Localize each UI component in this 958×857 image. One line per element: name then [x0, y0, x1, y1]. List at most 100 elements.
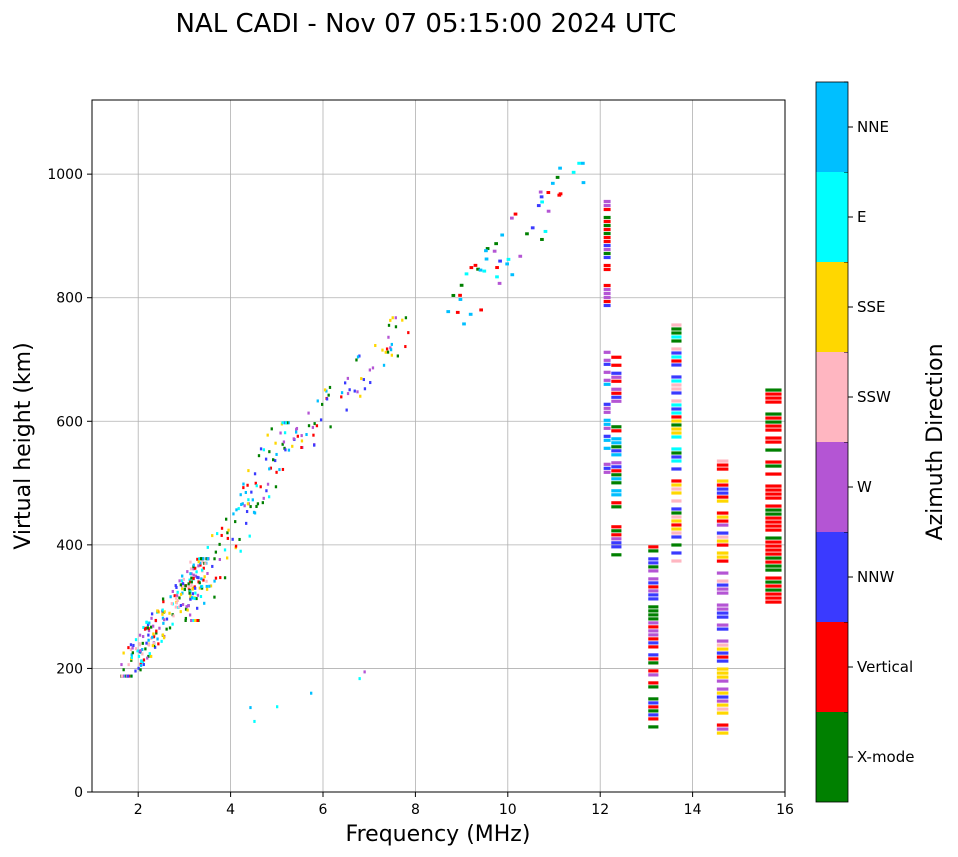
echo-mark	[194, 566, 197, 570]
echo-mark	[161, 597, 165, 601]
echo-mark	[255, 484, 258, 488]
echo-mark	[201, 560, 204, 564]
echo-column-mark	[611, 541, 622, 545]
echo-mark	[192, 567, 195, 571]
echo-mark	[196, 575, 199, 579]
echo-column-mark	[611, 429, 622, 433]
echo-column-mark	[716, 483, 729, 487]
echo-column-mark	[765, 428, 782, 432]
echo-column-mark	[671, 427, 682, 431]
echo-mark	[274, 441, 277, 445]
echo-mark	[150, 616, 153, 620]
echo-mark	[136, 649, 139, 653]
echo-column-mark	[648, 629, 659, 633]
echo-mark	[295, 426, 299, 430]
echo-mark	[251, 498, 254, 502]
echo-mark	[189, 597, 192, 601]
echo-mark	[292, 437, 295, 441]
y-tick-label: 800	[56, 291, 83, 307]
echo-mark	[219, 576, 222, 580]
echo-column-mark	[648, 653, 659, 657]
echo-column-mark	[765, 544, 782, 548]
echo-column-mark	[611, 395, 622, 399]
echo-mark	[130, 655, 133, 659]
echo-column-mark	[671, 507, 682, 511]
echo-column-mark	[765, 576, 782, 580]
echo-mark	[151, 624, 155, 628]
echo-column-mark	[671, 535, 682, 539]
axis-ticks: 2 4 6 8 10 12 14 16 0 200 400 600 800 1000	[47, 167, 794, 818]
echo-mark	[257, 454, 261, 458]
echo-mark	[156, 609, 159, 613]
echo-mark	[184, 616, 188, 620]
echo-column-mark	[765, 484, 782, 488]
echo-mark	[142, 663, 145, 667]
echo-mark	[296, 434, 299, 438]
echo-column-mark	[716, 511, 729, 515]
echo-column-mark	[716, 583, 729, 587]
echo-column-mark	[611, 545, 622, 549]
echo-mark	[530, 226, 535, 230]
echo-column-mark	[716, 551, 729, 555]
echo-column-mark	[716, 671, 729, 675]
echo-mark	[404, 345, 407, 349]
echo-mark	[313, 443, 316, 447]
echo-column-mark	[716, 703, 729, 707]
echo-column-mark	[765, 552, 782, 556]
colorbar-label: NNE	[857, 118, 889, 136]
echo-column-mark	[765, 400, 782, 404]
echo-mark	[284, 448, 287, 452]
echo-column-mark	[603, 207, 611, 212]
echo-mark	[190, 576, 193, 580]
echo-mark	[181, 603, 185, 607]
echo-column-mark	[648, 709, 659, 713]
echo-column-mark	[603, 350, 611, 354]
echo-mark	[557, 193, 562, 197]
echo-mark	[255, 504, 258, 508]
echo-column-mark	[716, 691, 729, 695]
echo-mark	[353, 389, 356, 393]
echo-column-mark	[603, 291, 611, 296]
echo-mark	[247, 469, 250, 473]
echo-mark	[129, 648, 133, 652]
echo-mark	[146, 622, 150, 626]
echo-mark	[151, 644, 155, 648]
echo-mark	[254, 481, 257, 485]
echo-column-mark	[603, 470, 611, 474]
echo-column-mark	[765, 564, 782, 568]
echo-column-mark	[765, 460, 782, 464]
echo-column-mark	[611, 525, 622, 529]
echo-mark	[154, 618, 157, 622]
echo-mark	[362, 378, 366, 382]
echo-mark	[550, 181, 555, 185]
echo-mark	[179, 610, 182, 614]
echo-column-mark	[716, 515, 729, 519]
echo-mark	[321, 402, 324, 406]
echo-mark	[193, 586, 197, 590]
echo-mark	[196, 619, 199, 622]
echo-mark	[187, 582, 190, 586]
echo-mark	[161, 608, 164, 612]
colorbar-label: X-mode	[857, 748, 914, 766]
echo-column-mark	[716, 727, 729, 731]
echo-mark	[281, 421, 284, 425]
echo-column-mark	[765, 388, 782, 392]
echo-mark	[200, 577, 203, 581]
echo-mark	[149, 654, 153, 658]
echo-column-mark	[671, 455, 682, 459]
echo-mark	[142, 658, 146, 662]
echo-column-mark	[716, 623, 729, 627]
echo-column-mark	[603, 402, 611, 406]
echo-mark	[555, 175, 560, 179]
echo-mark	[359, 394, 362, 398]
echo-mark	[346, 376, 350, 380]
echo-column-mark	[716, 491, 729, 495]
echo-mark	[148, 652, 151, 656]
echo-mark	[151, 635, 154, 639]
echo-mark	[275, 452, 278, 456]
echo-column-mark	[603, 295, 611, 300]
echo-mark	[195, 597, 198, 601]
echo-mark	[458, 297, 463, 301]
echo-column-mark	[671, 323, 682, 327]
echo-mark	[175, 601, 178, 605]
